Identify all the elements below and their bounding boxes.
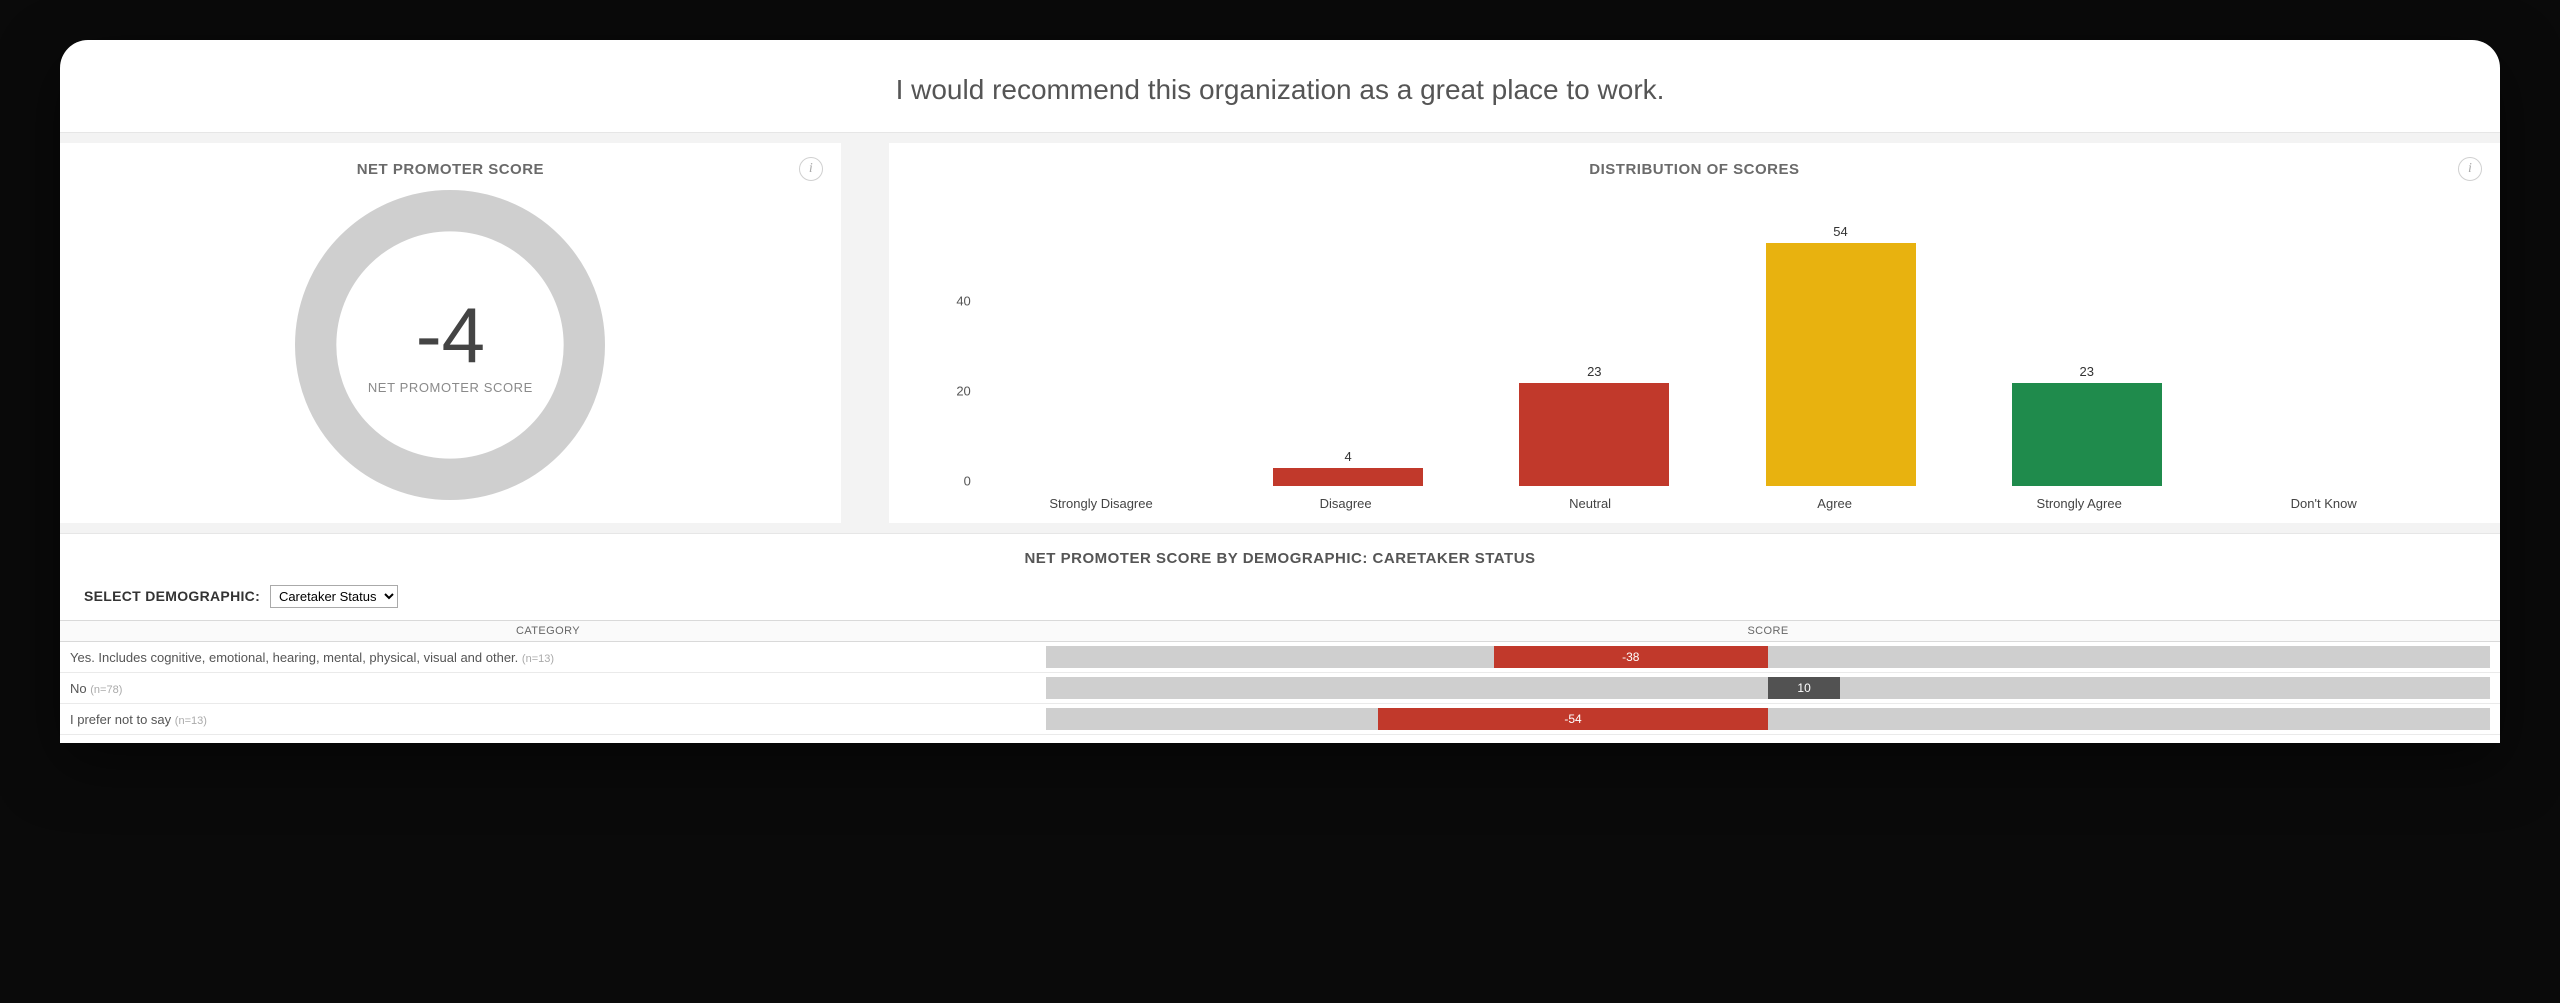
demographic-section: NET PROMOTER SCORE BY DEMOGRAPHIC: CARET… <box>60 534 2500 735</box>
x-label: Don't Know <box>2201 486 2446 511</box>
bar-slot <box>2210 196 2456 486</box>
nps-card: NET PROMOTER SCORE i -4 NET PROMOTER SCO… <box>60 143 841 523</box>
demographic-table: CATEGORY SCORE Yes. Includes cognitive, … <box>60 620 2500 735</box>
nps-score-value: -4 <box>416 296 485 374</box>
col-header-category: CATEGORY <box>60 621 1036 642</box>
distribution-chart: 0 20 40 4 23 54 23 <box>913 186 2476 486</box>
nps-gauge: -4 NET PROMOTER SCORE <box>84 186 817 506</box>
cards-row: NET PROMOTER SCORE i -4 NET PROMOTER SCO… <box>60 132 2500 534</box>
bar-slot <box>979 196 1225 486</box>
bar-value-label: 23 <box>1587 364 1601 379</box>
category-cell: I prefer not to say (n=13) <box>60 704 1036 735</box>
table-row: Yes. Includes cognitive, emotional, hear… <box>60 642 2500 673</box>
bar-value-label: 23 <box>2079 364 2093 379</box>
distribution-card: DISTRIBUTION OF SCORES i 0 20 40 4 23 54 23 S… <box>889 143 2500 523</box>
chart-y-axis: 0 20 40 <box>923 196 979 486</box>
demographic-select-label: SELECT DEMOGRAPHIC: <box>84 588 260 604</box>
x-label: Neutral <box>1468 486 1713 511</box>
score-bar: -54 <box>1378 708 1768 730</box>
bar-rect <box>1273 468 1423 486</box>
y-tick: 20 <box>956 384 970 399</box>
score-cell: -54 <box>1036 704 2500 735</box>
chart-x-axis: Strongly DisagreeDisagreeNeutralAgreeStr… <box>913 486 2476 511</box>
score-bar: 10 <box>1768 677 1840 699</box>
dashboard-window: I would recommend this organization as a… <box>60 40 2500 743</box>
info-icon[interactable]: i <box>799 157 823 181</box>
table-row: I prefer not to say (n=13) -54 <box>60 704 2500 735</box>
table-row: No (n=78) 10 <box>60 673 2500 704</box>
question-text: I would recommend this organization as a… <box>80 74 2480 106</box>
bar-rect <box>1519 383 1669 487</box>
score-cell: -38 <box>1036 642 2500 673</box>
bar-slot: 4 <box>1225 196 1471 486</box>
bar-value-label: 54 <box>1833 224 1847 239</box>
score-bar: -38 <box>1494 646 1768 668</box>
nps-card-title: NET PROMOTER SCORE <box>84 161 817 178</box>
demographic-select[interactable]: Caretaker Status <box>270 585 398 608</box>
bar-rect <box>2012 383 2162 487</box>
category-cell: Yes. Includes cognitive, emotional, hear… <box>60 642 1036 673</box>
score-cell: 10 <box>1036 673 2500 704</box>
demographic-title: NET PROMOTER SCORE BY DEMOGRAPHIC: CARET… <box>60 550 2500 567</box>
chart-plot-area: 4 23 54 23 <box>979 196 2456 486</box>
info-icon[interactable]: i <box>2458 157 2482 181</box>
bar-slot: 54 <box>1717 196 1963 486</box>
nps-score-sublabel: NET PROMOTER SCORE <box>368 380 533 395</box>
bar-slot: 23 <box>1964 196 2210 486</box>
y-tick: 40 <box>956 294 970 309</box>
x-label: Agree <box>1712 486 1957 511</box>
x-label: Strongly Agree <box>1957 486 2202 511</box>
question-header: I would recommend this organization as a… <box>60 40 2500 132</box>
x-label: Strongly Disagree <box>979 486 1224 511</box>
x-label: Disagree <box>1223 486 1468 511</box>
bar-rect <box>1766 243 1916 486</box>
col-header-score: SCORE <box>1036 621 2500 642</box>
y-tick: 0 <box>964 474 971 489</box>
distribution-card-title: DISTRIBUTION OF SCORES <box>913 161 2476 178</box>
category-cell: No (n=78) <box>60 673 1036 704</box>
bar-slot: 23 <box>1471 196 1717 486</box>
bar-value-label: 4 <box>1344 449 1351 464</box>
